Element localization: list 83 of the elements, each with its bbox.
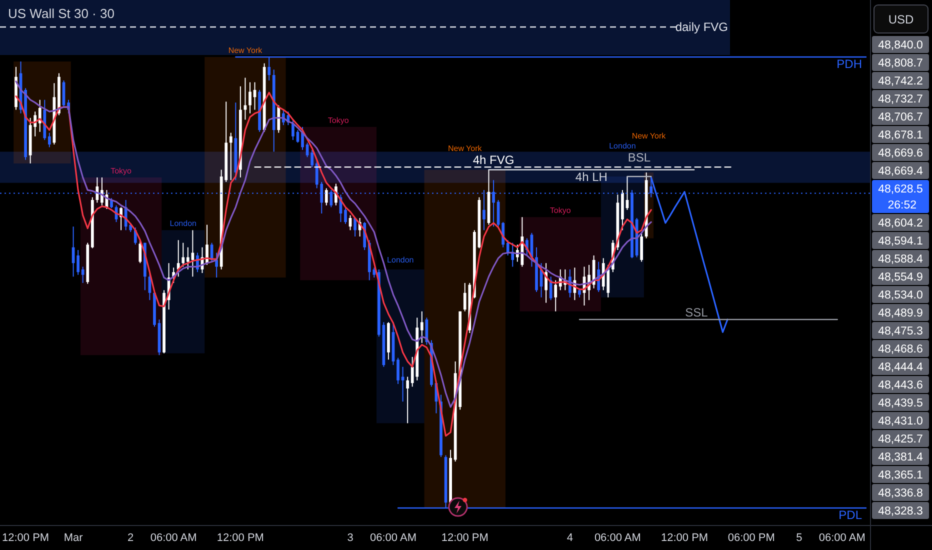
candlestick <box>191 230 194 278</box>
annotation: New York <box>632 131 667 140</box>
candlestick <box>182 242 185 268</box>
annotation: London <box>170 219 196 228</box>
text: 48,328.3 <box>878 506 923 518</box>
text: 48,706.7 <box>878 112 923 124</box>
text: 48,628.5 26:52 <box>878 184 923 212</box>
candlestick <box>186 246 190 270</box>
candlestick <box>229 132 232 181</box>
text: 48,431.0 <box>878 416 923 428</box>
text: 48,381.4 <box>878 452 924 464</box>
y-axis-title: USD <box>888 12 914 26</box>
series-label: SSL <box>685 305 708 320</box>
x-tick-label: 06:00 AM <box>370 532 416 544</box>
text: 48,443.6 <box>878 380 923 392</box>
text: 48,468.6 <box>878 344 923 356</box>
x-tick-label: 4 <box>566 532 573 544</box>
text: 48,678.1 <box>878 130 923 142</box>
candlestick <box>48 132 51 148</box>
series-label: PDH <box>836 57 862 71</box>
text: 48,604.2 <box>878 218 923 230</box>
chart-title: US Wall St 30 · 30 <box>8 6 114 21</box>
text: daily FVG <box>675 20 728 34</box>
candlestick <box>506 240 510 256</box>
text: 48,669.4 <box>878 166 924 178</box>
annotation: Tokyo <box>550 206 572 216</box>
x-tick-label: 06:00 PM <box>728 532 775 544</box>
series-label: PDL <box>838 508 862 522</box>
series-label: 4h FVG <box>472 153 514 168</box>
candlestick <box>96 176 99 204</box>
candlestick <box>549 276 552 301</box>
text: 48,534.0 <box>878 290 923 302</box>
candlestick <box>248 82 252 114</box>
text: 48,840.0 <box>878 40 923 52</box>
x-tick-label: 12:00 PM <box>441 532 488 544</box>
annotation: Tokyo <box>110 166 132 176</box>
text: 48,439.5 <box>878 398 923 410</box>
text: 48,365.1 <box>878 470 923 482</box>
x-tick-label: 3 <box>347 532 354 544</box>
text: 48,475.3 <box>878 326 923 338</box>
text: 48,489.9 <box>878 308 923 320</box>
text: 48,425.7 <box>878 434 923 446</box>
candlestick <box>640 232 643 262</box>
text: 48,742.2 <box>878 76 923 88</box>
candlestick <box>277 104 280 134</box>
candlestick <box>344 208 347 224</box>
x-tick-label: 06:00 AM <box>594 532 641 544</box>
text: 48,732.7 <box>878 94 923 106</box>
series-label: BSL <box>628 150 651 165</box>
text: 48,594.1 <box>878 236 923 248</box>
candlestick <box>206 224 208 266</box>
annotation: Tokyo <box>328 116 350 125</box>
x-tick-label: Mar <box>64 532 84 544</box>
candlestick <box>76 250 80 276</box>
annotation: London <box>387 255 414 264</box>
text: 48,808.7 <box>878 58 923 70</box>
annotation: London <box>609 142 636 151</box>
text: 48,336.8 <box>878 488 923 500</box>
x-tick-label: 12:00 PM <box>216 532 264 544</box>
candlestick <box>396 357 400 384</box>
candlestick <box>38 99 42 132</box>
candlestick <box>81 266 84 284</box>
x-tick-label: 2 <box>128 532 134 544</box>
candlestick <box>292 119 294 140</box>
text: 48,554.9 <box>878 272 923 284</box>
x-tick-label: 06:00 AM <box>818 532 866 544</box>
text: 48,669.6 <box>878 148 923 160</box>
candlestick <box>310 149 314 168</box>
candlestick <box>554 280 558 312</box>
candlestick <box>138 240 142 264</box>
series-label: 4h LH <box>575 170 608 184</box>
candlestick <box>324 188 328 206</box>
x-tick-label: 12:00 PM <box>660 532 708 544</box>
text: 48,444.4 <box>878 362 924 374</box>
candlestick <box>406 376 410 424</box>
x-tick-label: 5 <box>796 532 802 544</box>
text: 48,588.4 <box>878 254 924 266</box>
text: New York <box>228 46 264 55</box>
candlestick <box>420 310 424 344</box>
annotation: New York <box>448 144 483 153</box>
x-tick-label: 06:00 AM <box>150 532 197 544</box>
candlestick <box>425 317 428 346</box>
x-tick-label: 12:00 PM <box>2 532 50 544</box>
